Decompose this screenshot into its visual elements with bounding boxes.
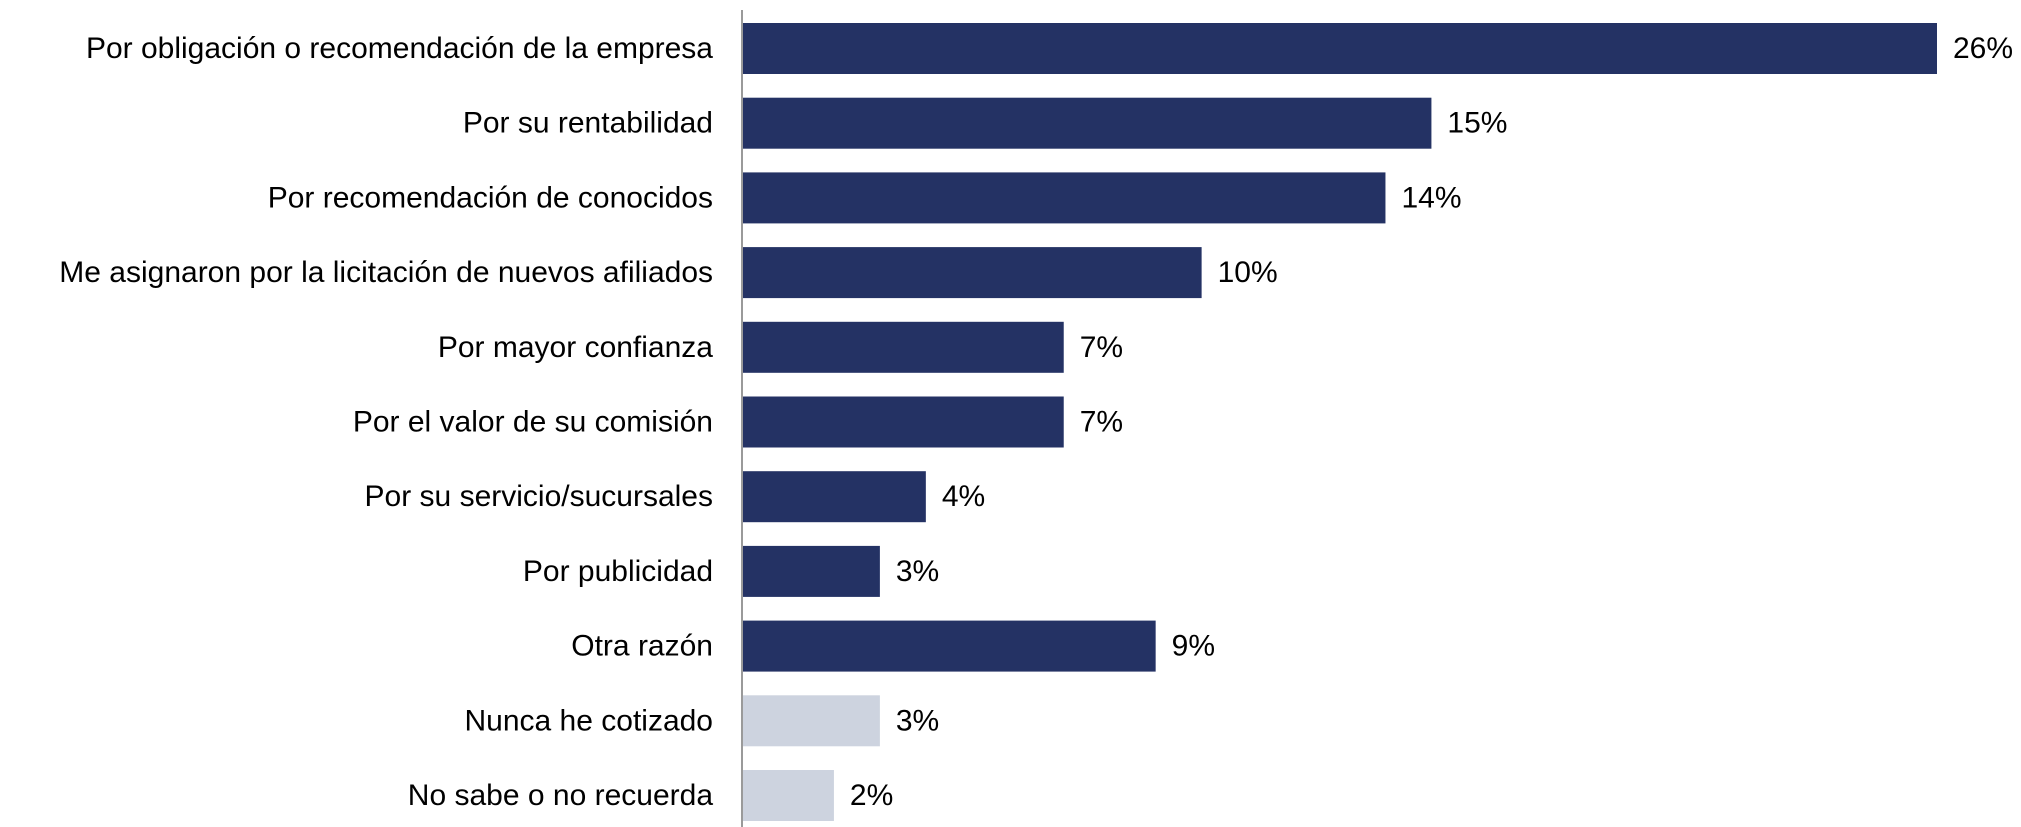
category-labels-group: Por obligación o recomendación de la emp… — [59, 32, 713, 812]
data-label-3: 10% — [1218, 256, 1278, 289]
bar-0 — [742, 23, 1937, 74]
category-label-0: Por obligación o recomendación de la emp… — [86, 32, 713, 65]
category-label-7: Por publicidad — [523, 555, 713, 588]
value-labels-group: 26% 15% 14% 10% 7% 7% 4% 3% 9% 3% 2% — [850, 32, 2013, 812]
bar-8 — [742, 620, 1156, 672]
bars-group — [742, 23, 1937, 821]
category-label-6: Por su servicio/sucursales — [365, 480, 713, 513]
bar-6 — [742, 471, 926, 523]
data-label-5: 7% — [1080, 406, 1123, 439]
category-label-5: Por el valor de su comisión — [353, 406, 713, 439]
category-label-8: Otra razón — [571, 630, 713, 663]
data-label-0: 26% — [1953, 32, 2013, 65]
data-label-6: 4% — [942, 480, 985, 513]
data-label-10: 2% — [850, 779, 893, 812]
data-label-8: 9% — [1172, 630, 1215, 663]
bar-3 — [742, 247, 1202, 299]
category-label-9: Nunca he cotizado — [465, 704, 714, 737]
data-label-7: 3% — [896, 555, 939, 588]
category-label-1: Por su rentabilidad — [463, 107, 713, 140]
bar-7 — [742, 545, 880, 597]
bar-4 — [742, 321, 1064, 373]
bar-2 — [742, 172, 1386, 224]
data-label-1: 15% — [1447, 107, 1507, 140]
data-label-9: 3% — [896, 704, 939, 737]
category-label-3: Me asignaron por la licitación de nuevos… — [59, 256, 713, 289]
data-label-4: 7% — [1080, 331, 1123, 364]
bar-5 — [742, 396, 1064, 448]
category-label-10: No sabe o no recuerda — [408, 779, 714, 812]
data-label-2: 14% — [1401, 181, 1461, 214]
bar-1 — [742, 97, 1432, 149]
bar-9 — [742, 695, 880, 747]
category-label-4: Por mayor confianza — [438, 331, 713, 364]
bar-10 — [742, 770, 834, 821]
category-label-2: Por recomendación de conocidos — [268, 181, 713, 214]
